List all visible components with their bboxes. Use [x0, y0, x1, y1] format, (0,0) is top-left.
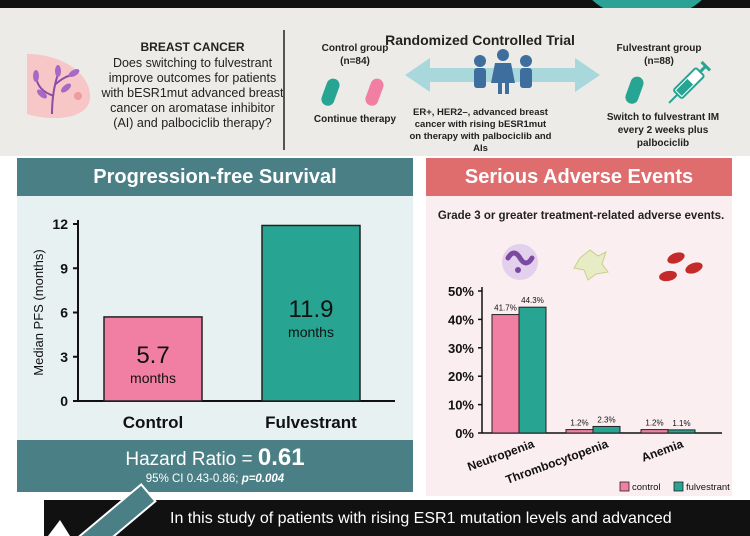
sae-panel — [426, 196, 732, 496]
pfs-bar-value-label: 11.9 — [289, 296, 334, 323]
pfs-y-tick-label: 3 — [60, 349, 68, 365]
fulvestrant-group-label: Fulvestrant group (n=88) — [616, 43, 702, 67]
pfs-y-tick-label: 12 — [52, 216, 68, 232]
pfs-y-tick-label: 6 — [60, 305, 68, 321]
conclusion-bar — [44, 500, 750, 536]
pfs-bar-unit-label: months — [130, 370, 176, 386]
people-icon — [474, 49, 532, 94]
hr-label: Hazard Ratio = — [125, 449, 253, 470]
rct-description: ER+, HER2–, advanced breast cancer with … — [409, 107, 552, 154]
sae-y-tick-label: 0% — [455, 426, 474, 441]
sae-bar-fulvestrant-thrombocytopenia — [592, 425, 621, 434]
sae-header: Serious Adverse Events — [426, 158, 732, 196]
pfs-bar-fulvestrant — [261, 224, 361, 402]
sae-chart-title: Grade 3 or greater treatment-related adv… — [437, 210, 725, 222]
sae-legend-label-control: control — [632, 482, 661, 493]
sae-bar-value-label: 1.2% — [645, 419, 663, 428]
fulvestrant-action-label: Switch to fulvestrant IM every 2 weeks p… — [606, 112, 720, 149]
sae-legend-label-fulvestrant: fulvestrant — [686, 482, 730, 493]
control-group-label: Control group (n=84) — [321, 43, 389, 67]
sae-bar-value-label: 44.3% — [521, 296, 544, 305]
pfs-bar-value-label: 5.7 — [136, 342, 169, 369]
sae-bar-fulvestrant-neutropenia — [518, 306, 547, 434]
pfs-bar-unit-label: months — [288, 324, 334, 340]
pfs-y-axis-label: Median PFS (months) — [31, 249, 46, 375]
red-blood-cell-icon — [659, 252, 703, 282]
rct-title: Randomized Controlled Trial — [385, 32, 575, 48]
conclusion-text: In this study of patients with rising ES… — [170, 510, 672, 527]
sae-y-tick-label: 40% — [448, 312, 474, 327]
hr-value: 0.61 — [257, 444, 305, 471]
breast-icon — [27, 54, 91, 119]
sae-bar-value-label: 1.1% — [672, 419, 690, 428]
sae-bar-value-label: 2.3% — [597, 415, 615, 424]
platelet-icon — [573, 249, 609, 281]
pfs-y-tick-label: 9 — [60, 260, 68, 276]
hazard-ratio-box: Hazard Ratio = 0.61 95% CI 0.43-0.86; p=… — [17, 440, 413, 492]
top-bar — [0, 0, 750, 8]
sae-y-tick-label: 30% — [448, 341, 474, 356]
question-title: BREAST CANCER — [140, 40, 245, 54]
sae-bar-control-neutropenia — [491, 314, 520, 434]
sae-y-tick-label: 50% — [448, 284, 474, 299]
sae-bar-fulvestrant-anemia — [667, 429, 696, 434]
divider — [283, 30, 285, 150]
control-action-label: Continue therapy — [313, 114, 397, 125]
sae-legend-swatch-control — [619, 481, 630, 492]
pfs-header: Progression-free Survival — [17, 158, 413, 196]
p-value: p=0.004 — [241, 473, 285, 485]
sae-legend-swatch-fulvestrant — [673, 481, 684, 492]
sae-bar-value-label: 41.7% — [494, 304, 517, 313]
fulvestrant-pill-syringe-icon — [625, 60, 712, 104]
neutrophil-icon — [502, 244, 538, 280]
ci-text: 95% CI 0.43-0.86; — [145, 473, 239, 485]
sae-y-tick-label: 10% — [448, 398, 474, 413]
top-graphics — [321, 49, 712, 106]
pfs-x-category-label: Control — [123, 413, 183, 432]
sae-bar-value-label: 1.2% — [570, 419, 588, 428]
control-pill-icon — [321, 78, 384, 106]
pfs-bar-control — [103, 316, 203, 402]
question-text: Does switching to fulvestrant improve ou… — [101, 56, 284, 130]
pfs-x-category-label: Fulvestrant — [265, 413, 357, 432]
sae-y-tick-label: 20% — [448, 369, 474, 384]
pfs-y-tick-label: 0 — [60, 393, 68, 409]
